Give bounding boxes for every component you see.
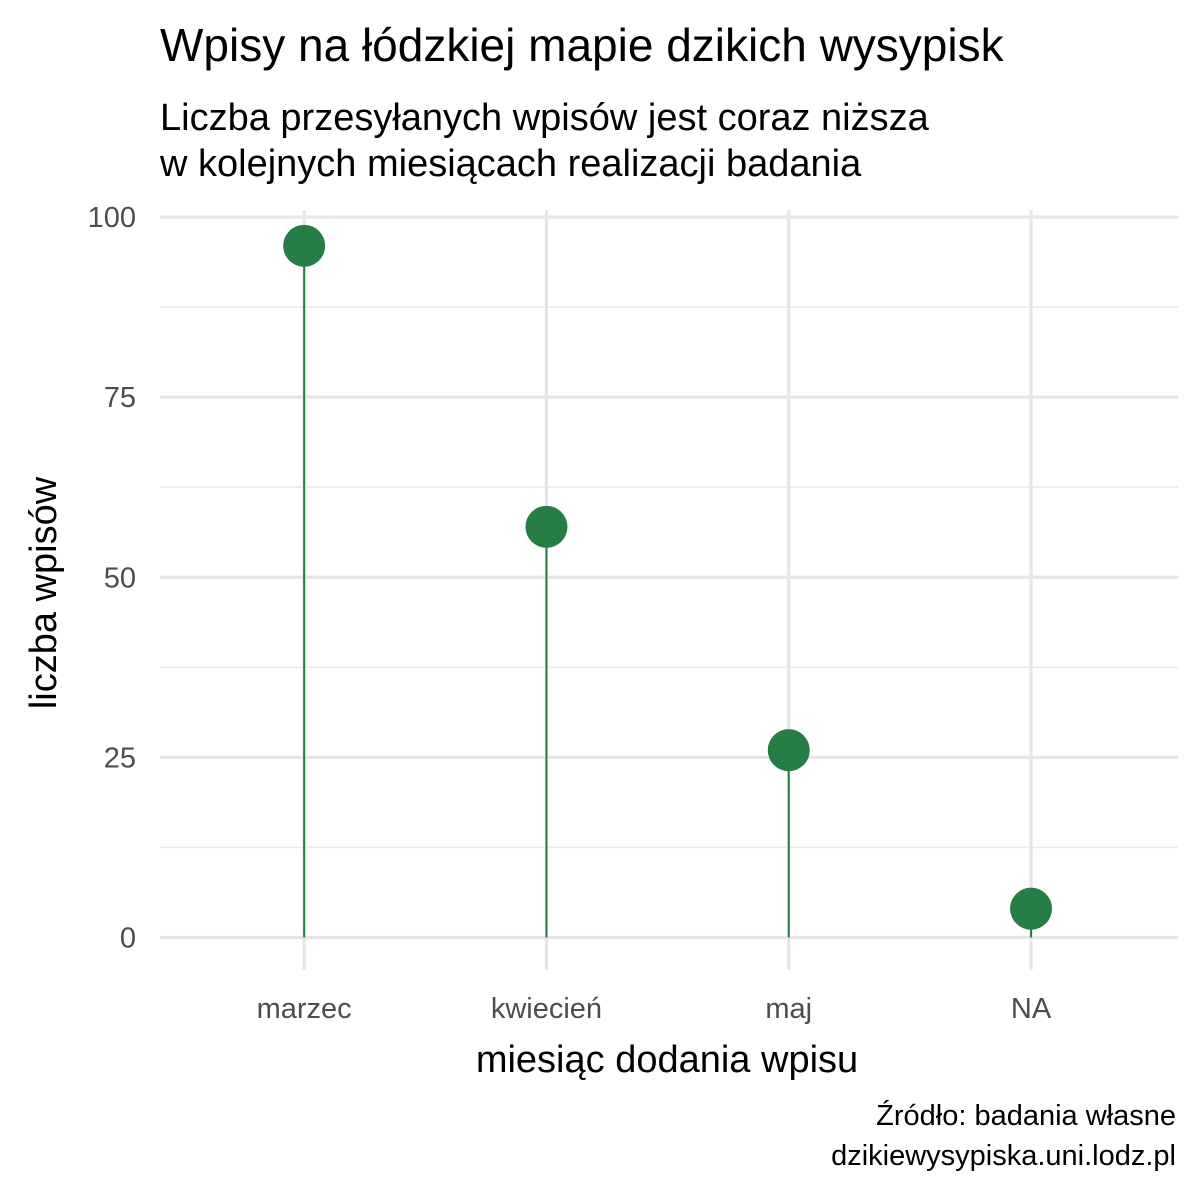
x-tick-label: maj — [765, 993, 812, 1025]
lollipop-point — [767, 729, 810, 772]
chart-caption: Źródło: badania własne dzikiewysypiska.u… — [831, 1096, 1176, 1176]
y-axis-title: liczba wpisów — [23, 476, 65, 709]
subtitle-line-2: w kolejnych miesiącach realizacji badani… — [160, 143, 862, 185]
y-tick-label: 75 — [104, 382, 136, 414]
x-tick-label: marzec — [257, 993, 352, 1025]
caption-url: dzikiewysypiska.uni.lodz.pl — [831, 1140, 1176, 1172]
subtitle-line-1: Liczba przesyłanych wpisów jest coraz ni… — [160, 97, 929, 139]
y-tick-label: 25 — [104, 742, 136, 774]
lollipop-point — [525, 505, 568, 548]
chart-title: Wpisy na łódzkiej mapie dzikich wysypisk — [160, 19, 1004, 71]
y-tick-label: 50 — [104, 562, 136, 594]
x-tick-label: kwiecień — [491, 993, 602, 1025]
y-tick-label: 0 — [120, 923, 136, 955]
y-tick-label: 100 — [88, 202, 136, 234]
x-axis-title: miesiąc dodania wpisu — [476, 1039, 858, 1081]
chart-subtitle: Liczba przesyłanych wpisów jest coraz ni… — [160, 95, 929, 187]
x-tick-labels: marzec kwiecień maj NA — [257, 993, 1052, 1025]
x-tick-label: NA — [1011, 993, 1052, 1025]
grid-lines — [160, 210, 1178, 970]
y-tick-labels: 0 25 50 75 100 — [88, 202, 136, 955]
lollipop-point — [283, 224, 326, 267]
caption-source: Źródło: badania własne — [876, 1100, 1176, 1132]
lollipop-point — [1010, 887, 1053, 930]
data-marks — [283, 224, 1053, 938]
